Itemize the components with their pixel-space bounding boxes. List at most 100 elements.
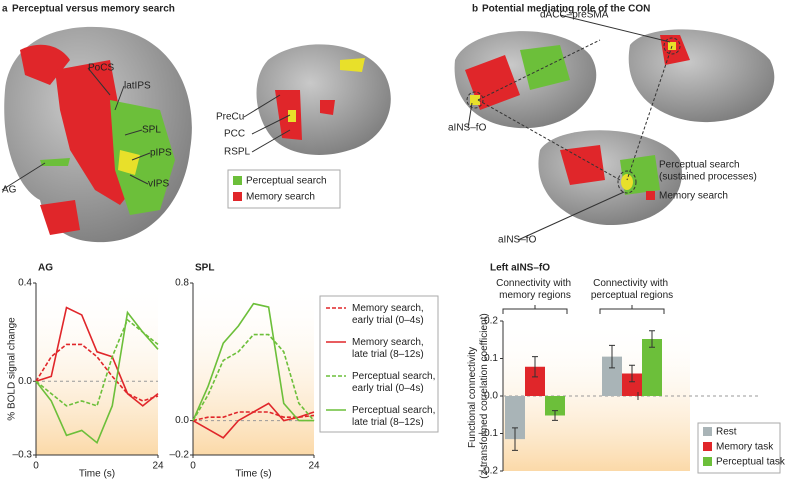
- error-bar: [512, 427, 518, 451]
- legend-swatch: [646, 160, 655, 169]
- error-bar: [609, 344, 615, 369]
- plot-background: [36, 283, 158, 455]
- legend-swatch: [703, 427, 712, 436]
- legend-label: Memory search, late trial (8–12s): [352, 337, 426, 360]
- brain-image: [454, 29, 775, 225]
- leader-line: [124, 129, 143, 136]
- bar: [525, 366, 545, 396]
- y-tick-label: 0.1: [484, 353, 498, 364]
- legend-label: Perceptual search, early trial (0–4s): [352, 371, 438, 394]
- line-series: [35, 306, 159, 407]
- brain-label: aINS–fO: [498, 235, 537, 246]
- leader-line: [87, 67, 111, 96]
- leader-line: [129, 174, 149, 185]
- line-series: [35, 310, 159, 445]
- y-tick-label: –0.2: [479, 466, 499, 477]
- line-series: [35, 318, 159, 407]
- brain-label: PreCu: [216, 112, 244, 123]
- error-bar: [552, 410, 558, 421]
- brain-label: pIPS: [150, 148, 172, 159]
- brain-label: SPL: [142, 125, 161, 136]
- leader-line: [467, 102, 473, 129]
- y-tick-label: 0.2: [484, 316, 498, 327]
- leader-line: [243, 94, 281, 118]
- leader-line: [251, 129, 291, 153]
- x-axis-label: Time (s): [79, 469, 115, 480]
- leader-line: [131, 152, 151, 161]
- legend-frame: [319, 295, 439, 433]
- line-series: [192, 402, 315, 439]
- line-series: [192, 333, 315, 422]
- y-tick-label: 0.0: [484, 391, 498, 402]
- panel-letter: b: [472, 4, 478, 15]
- legend-label: Memory search, early trial (0–4s): [352, 303, 426, 326]
- y-tick-label: 0.4: [18, 278, 32, 289]
- legend-label: Perceptual search: [246, 176, 327, 187]
- bar: [622, 373, 642, 396]
- brain-image: [256, 44, 391, 155]
- panel-title: Perceptual versus memory search: [12, 4, 175, 15]
- x-tick-label: 0: [33, 461, 39, 472]
- group-bracket: [599, 305, 665, 314]
- y-tick-label: 0.0: [18, 376, 32, 387]
- legend-label: Perceptual search, late trial (8–12s): [352, 405, 438, 428]
- error-bar: [629, 364, 635, 383]
- bar: [545, 396, 565, 416]
- legend-swatch: [233, 176, 242, 185]
- legend-frame: [227, 169, 341, 209]
- leader-line: [114, 85, 125, 111]
- brain-label: dACC–preSMA: [540, 10, 609, 21]
- brain-label: vIPS: [148, 179, 169, 190]
- legend-label: Perceptual search: [659, 160, 740, 171]
- line-series: [192, 302, 314, 422]
- legend-label: Rest: [716, 427, 737, 438]
- x-tick-label: 24: [308, 461, 320, 472]
- panel-title: Potential mediating role of the CON: [482, 4, 650, 15]
- leader-line: [251, 114, 291, 135]
- leader-line: [559, 14, 671, 43]
- group-bracket: [502, 305, 568, 314]
- error-bar: [649, 330, 655, 348]
- x-tick-label: 0: [190, 461, 196, 472]
- y-axis-label: % BOLD signal change: [7, 317, 18, 421]
- brain-label: aINS–fO: [448, 123, 487, 134]
- y-tick-label: 0.0: [175, 415, 189, 426]
- brain-label: PCC: [224, 129, 245, 140]
- panel-letter: a: [2, 4, 8, 15]
- group-label: Connectivity with perceptual regions: [591, 278, 673, 301]
- brain-label: latIPS: [124, 81, 151, 92]
- brain-image: [4, 26, 192, 243]
- legend-frame: [697, 422, 781, 474]
- y-tick-label: –0.2: [170, 450, 190, 461]
- chart-title: AG: [38, 263, 53, 274]
- y-axis-label: Functional connectivity (z-transformed c…: [467, 313, 490, 478]
- y-tick-label: 0.8: [175, 278, 189, 289]
- leader-line: [517, 191, 625, 241]
- legend-swatch: [646, 191, 655, 200]
- x-axis-label: Time (s): [235, 469, 271, 480]
- y-tick-label: –0.1: [479, 428, 499, 439]
- x-tick-label: 24: [152, 461, 164, 472]
- chart-title: Left aINS–fO: [490, 263, 550, 274]
- brain-label: RSPL: [224, 147, 251, 158]
- legend-swatch: [703, 442, 712, 451]
- y-tick-label: –0.3: [13, 450, 33, 461]
- bar: [505, 396, 525, 440]
- error-bar: [532, 356, 538, 378]
- legend-label: Memory search: [659, 191, 728, 202]
- leader-line: [1, 162, 46, 191]
- plot-background: [193, 283, 314, 455]
- legend-label: Memory search: [246, 192, 315, 203]
- legend-swatch: [703, 457, 712, 466]
- legend-swatch: [233, 192, 242, 201]
- group-label: Connectivity with memory regions: [496, 278, 574, 301]
- chart-title: SPL: [195, 263, 214, 274]
- bar: [642, 339, 662, 396]
- legend-label: Perceptual task: [716, 457, 786, 468]
- bar: [602, 356, 622, 396]
- legend-label: (sustained processes): [659, 172, 757, 183]
- brain-label: AG: [2, 185, 17, 196]
- legend-label: Memory task: [716, 442, 774, 453]
- brain-label: PoCS: [88, 63, 114, 74]
